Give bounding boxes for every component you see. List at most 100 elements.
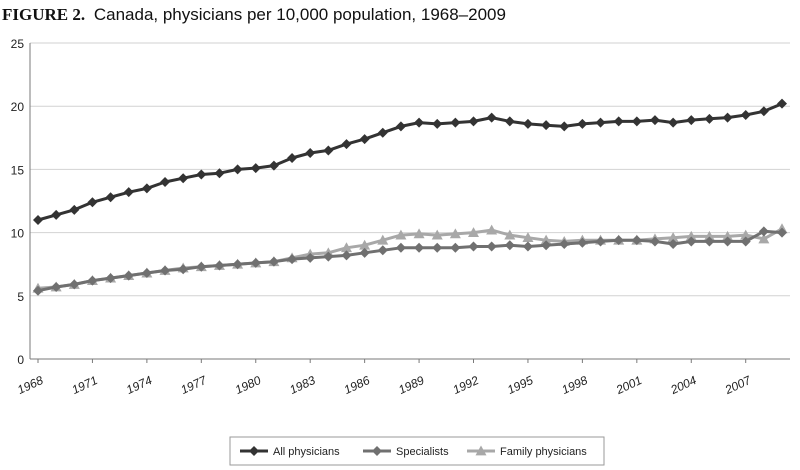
data-point-specialists-2007 [740,236,751,247]
data-point-all-physicians-1974 [141,183,152,194]
data-point-all-physicians-1994 [504,116,515,127]
data-point-family-physicians-2006 [722,230,734,241]
data-point-specialists-1986 [359,247,370,258]
data-point-family-physicians-1996 [540,234,552,245]
data-point-specialists-2005 [704,236,715,247]
data-point-all-physicians-2009 [777,98,787,109]
data-point-specialists-1970 [69,279,80,290]
y-tick-label-5: 5 [17,290,24,304]
plot-area: 0 5 10 15 20 25 1968 1971 1974 1977 1980 1983 1986 19… [11,37,790,397]
data-point-all-physicians-1976 [178,173,189,184]
data-point-specialists-1972 [105,273,116,284]
series-all-physicians [33,98,787,225]
data-point-all-physicians-1989 [414,117,425,128]
data-point-specialists-1994 [504,240,515,251]
x-tick-label-1989: 1989 [396,373,426,397]
data-point-all-physicians-2002 [649,115,660,126]
data-point-all-physicians-2000 [613,116,624,127]
x-tick-label-1980: 1980 [233,373,263,397]
data-point-all-physicians-1979 [232,164,243,175]
data-point-all-physicians-2008 [758,106,769,117]
data-point-specialists-1980 [250,257,261,268]
data-point-specialists-2000 [613,235,624,246]
data-point-all-physicians-1971 [87,197,98,208]
data-point-family-physicians-1994 [504,229,516,240]
x-tick-label-2001: 2001 [613,373,644,397]
data-point-all-physicians-2006 [722,112,733,123]
data-point-all-physicians-2007 [740,110,751,121]
data-point-specialists-1989 [414,242,425,253]
data-point-specialists-1988 [395,242,406,253]
data-point-all-physicians-2003 [668,117,679,128]
data-point-all-physicians-1986 [359,134,370,145]
data-point-specialists-2009 [777,227,787,238]
data-point-family-physicians-2004 [685,230,697,241]
data-point-specialists-1982 [287,254,298,265]
data-point-specialists-1992 [468,241,479,252]
data-point-all-physicians-1988 [395,121,406,132]
legend-box [229,436,605,466]
data-point-all-physicians-1984 [323,145,334,156]
data-point-specialists-1976 [178,264,189,275]
data-point-family-physicians-1986 [359,239,371,250]
data-point-all-physicians-1969 [51,209,62,220]
data-point-specialists-1995 [522,241,533,252]
data-point-specialists-1993 [486,241,497,252]
data-point-specialists-1978 [214,260,225,271]
y-tick-label-10: 10 [11,227,25,241]
legend-marker-family-physicians [475,445,487,456]
data-point-family-physicians-2005 [703,230,715,241]
y-tick-label-25: 25 [11,37,25,51]
x-tick-label-1998: 1998 [560,373,590,397]
data-point-all-physicians-1987 [377,127,388,138]
data-point-all-physicians-1977 [196,169,207,180]
data-point-family-physicians-1990 [431,229,443,240]
x-tick-label-2004: 2004 [668,373,699,398]
data-point-specialists-1984 [323,251,334,262]
data-point-all-physicians-1972 [105,192,116,203]
data-point-specialists-2001 [631,235,642,246]
data-point-all-physicians-1992 [468,116,479,127]
legend-label-all-physicians: All physicians [273,446,340,458]
data-point-all-physicians-1973 [123,187,134,198]
data-point-specialists-1979 [232,259,243,270]
data-point-all-physicians-2005 [704,113,715,124]
data-point-specialists-1969 [51,281,62,292]
data-point-specialists-1999 [595,236,606,247]
data-point-all-physicians-1997 [559,121,570,132]
legend-marker-specialists [372,446,382,456]
y-tick-label-20: 20 [11,100,25,114]
data-point-all-physicians-1991 [450,117,461,128]
legend-label-family-physicians: Family physicians [500,446,587,458]
data-point-specialists-1968 [33,285,43,296]
data-point-family-physicians-2003 [667,232,679,243]
x-tick-label-1974: 1974 [124,373,154,397]
x-tick-label-1977: 1977 [178,372,209,397]
series-family-physicians [32,223,788,293]
data-point-family-physicians-1992 [468,227,480,237]
series-specialists [33,226,787,296]
data-point-family-physicians-2007 [740,229,752,240]
x-tick-label-1986: 1986 [342,373,372,397]
data-point-specialists-1983 [305,252,316,263]
y-tick-label-0: 0 [17,353,24,367]
data-point-all-physicians-2001 [631,116,642,127]
data-point-all-physicians-1998 [577,118,588,129]
x-tick-label-1983: 1983 [287,373,317,397]
data-point-family-physicians-1993 [486,224,498,235]
figure-label: FIGURE 2. [2,5,85,24]
data-point-specialists-1977 [196,261,207,272]
data-point-all-physicians-2004 [686,115,697,126]
data-point-family-physicians-1987 [377,234,389,245]
legend-entry-family-physicians: Family physicians [467,445,587,458]
legend: All physicians Specialists Family physicia… [229,436,605,466]
data-point-family-physicians-2008 [758,233,770,244]
y-tick-label-15: 15 [11,163,25,177]
legend-marker-all-physicians [249,446,259,456]
data-point-specialists-2002 [649,236,660,247]
data-point-specialists-1975 [160,265,171,276]
data-point-all-physicians-1975 [160,177,171,188]
data-point-all-physicians-1985 [341,139,352,150]
x-tick-label-1992: 1992 [451,373,481,397]
